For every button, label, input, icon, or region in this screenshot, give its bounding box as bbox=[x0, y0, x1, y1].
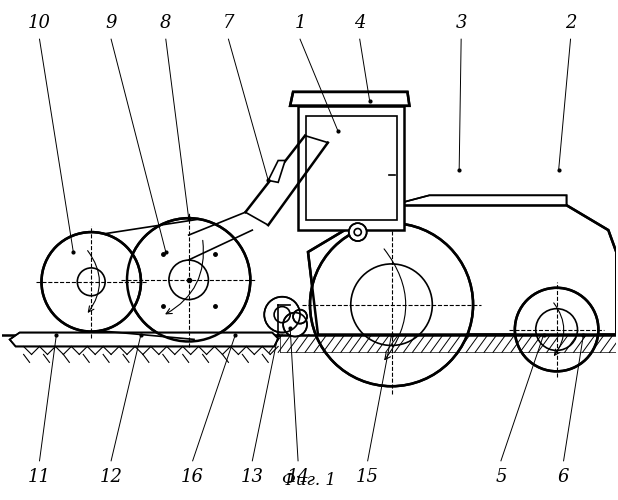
Text: 9: 9 bbox=[105, 14, 117, 32]
Text: 13: 13 bbox=[241, 468, 264, 485]
Text: 11: 11 bbox=[28, 468, 51, 485]
Polygon shape bbox=[268, 160, 285, 182]
Circle shape bbox=[293, 310, 307, 324]
Circle shape bbox=[265, 296, 300, 332]
Circle shape bbox=[127, 218, 250, 342]
Text: 10: 10 bbox=[28, 14, 51, 32]
Text: 12: 12 bbox=[99, 468, 122, 485]
Text: 6: 6 bbox=[558, 468, 569, 485]
Text: 8: 8 bbox=[160, 14, 172, 32]
Polygon shape bbox=[392, 196, 567, 205]
Text: Фиг. 1: Фиг. 1 bbox=[282, 472, 336, 488]
Circle shape bbox=[41, 232, 141, 332]
Text: 16: 16 bbox=[181, 468, 204, 485]
Circle shape bbox=[349, 223, 366, 241]
Text: 1: 1 bbox=[294, 14, 306, 32]
Text: 14: 14 bbox=[287, 468, 310, 485]
Text: 5: 5 bbox=[495, 468, 507, 485]
Circle shape bbox=[283, 312, 307, 336]
Circle shape bbox=[515, 288, 598, 372]
Text: 15: 15 bbox=[356, 468, 379, 485]
Text: 3: 3 bbox=[455, 14, 467, 32]
Bar bbox=[306, 116, 397, 220]
Text: 2: 2 bbox=[565, 14, 577, 32]
Polygon shape bbox=[290, 92, 410, 106]
Polygon shape bbox=[308, 205, 616, 334]
Polygon shape bbox=[10, 332, 278, 346]
Text: 4: 4 bbox=[354, 14, 365, 32]
Circle shape bbox=[310, 223, 473, 386]
Bar bbox=[298, 106, 404, 230]
Text: 7: 7 bbox=[222, 14, 234, 32]
